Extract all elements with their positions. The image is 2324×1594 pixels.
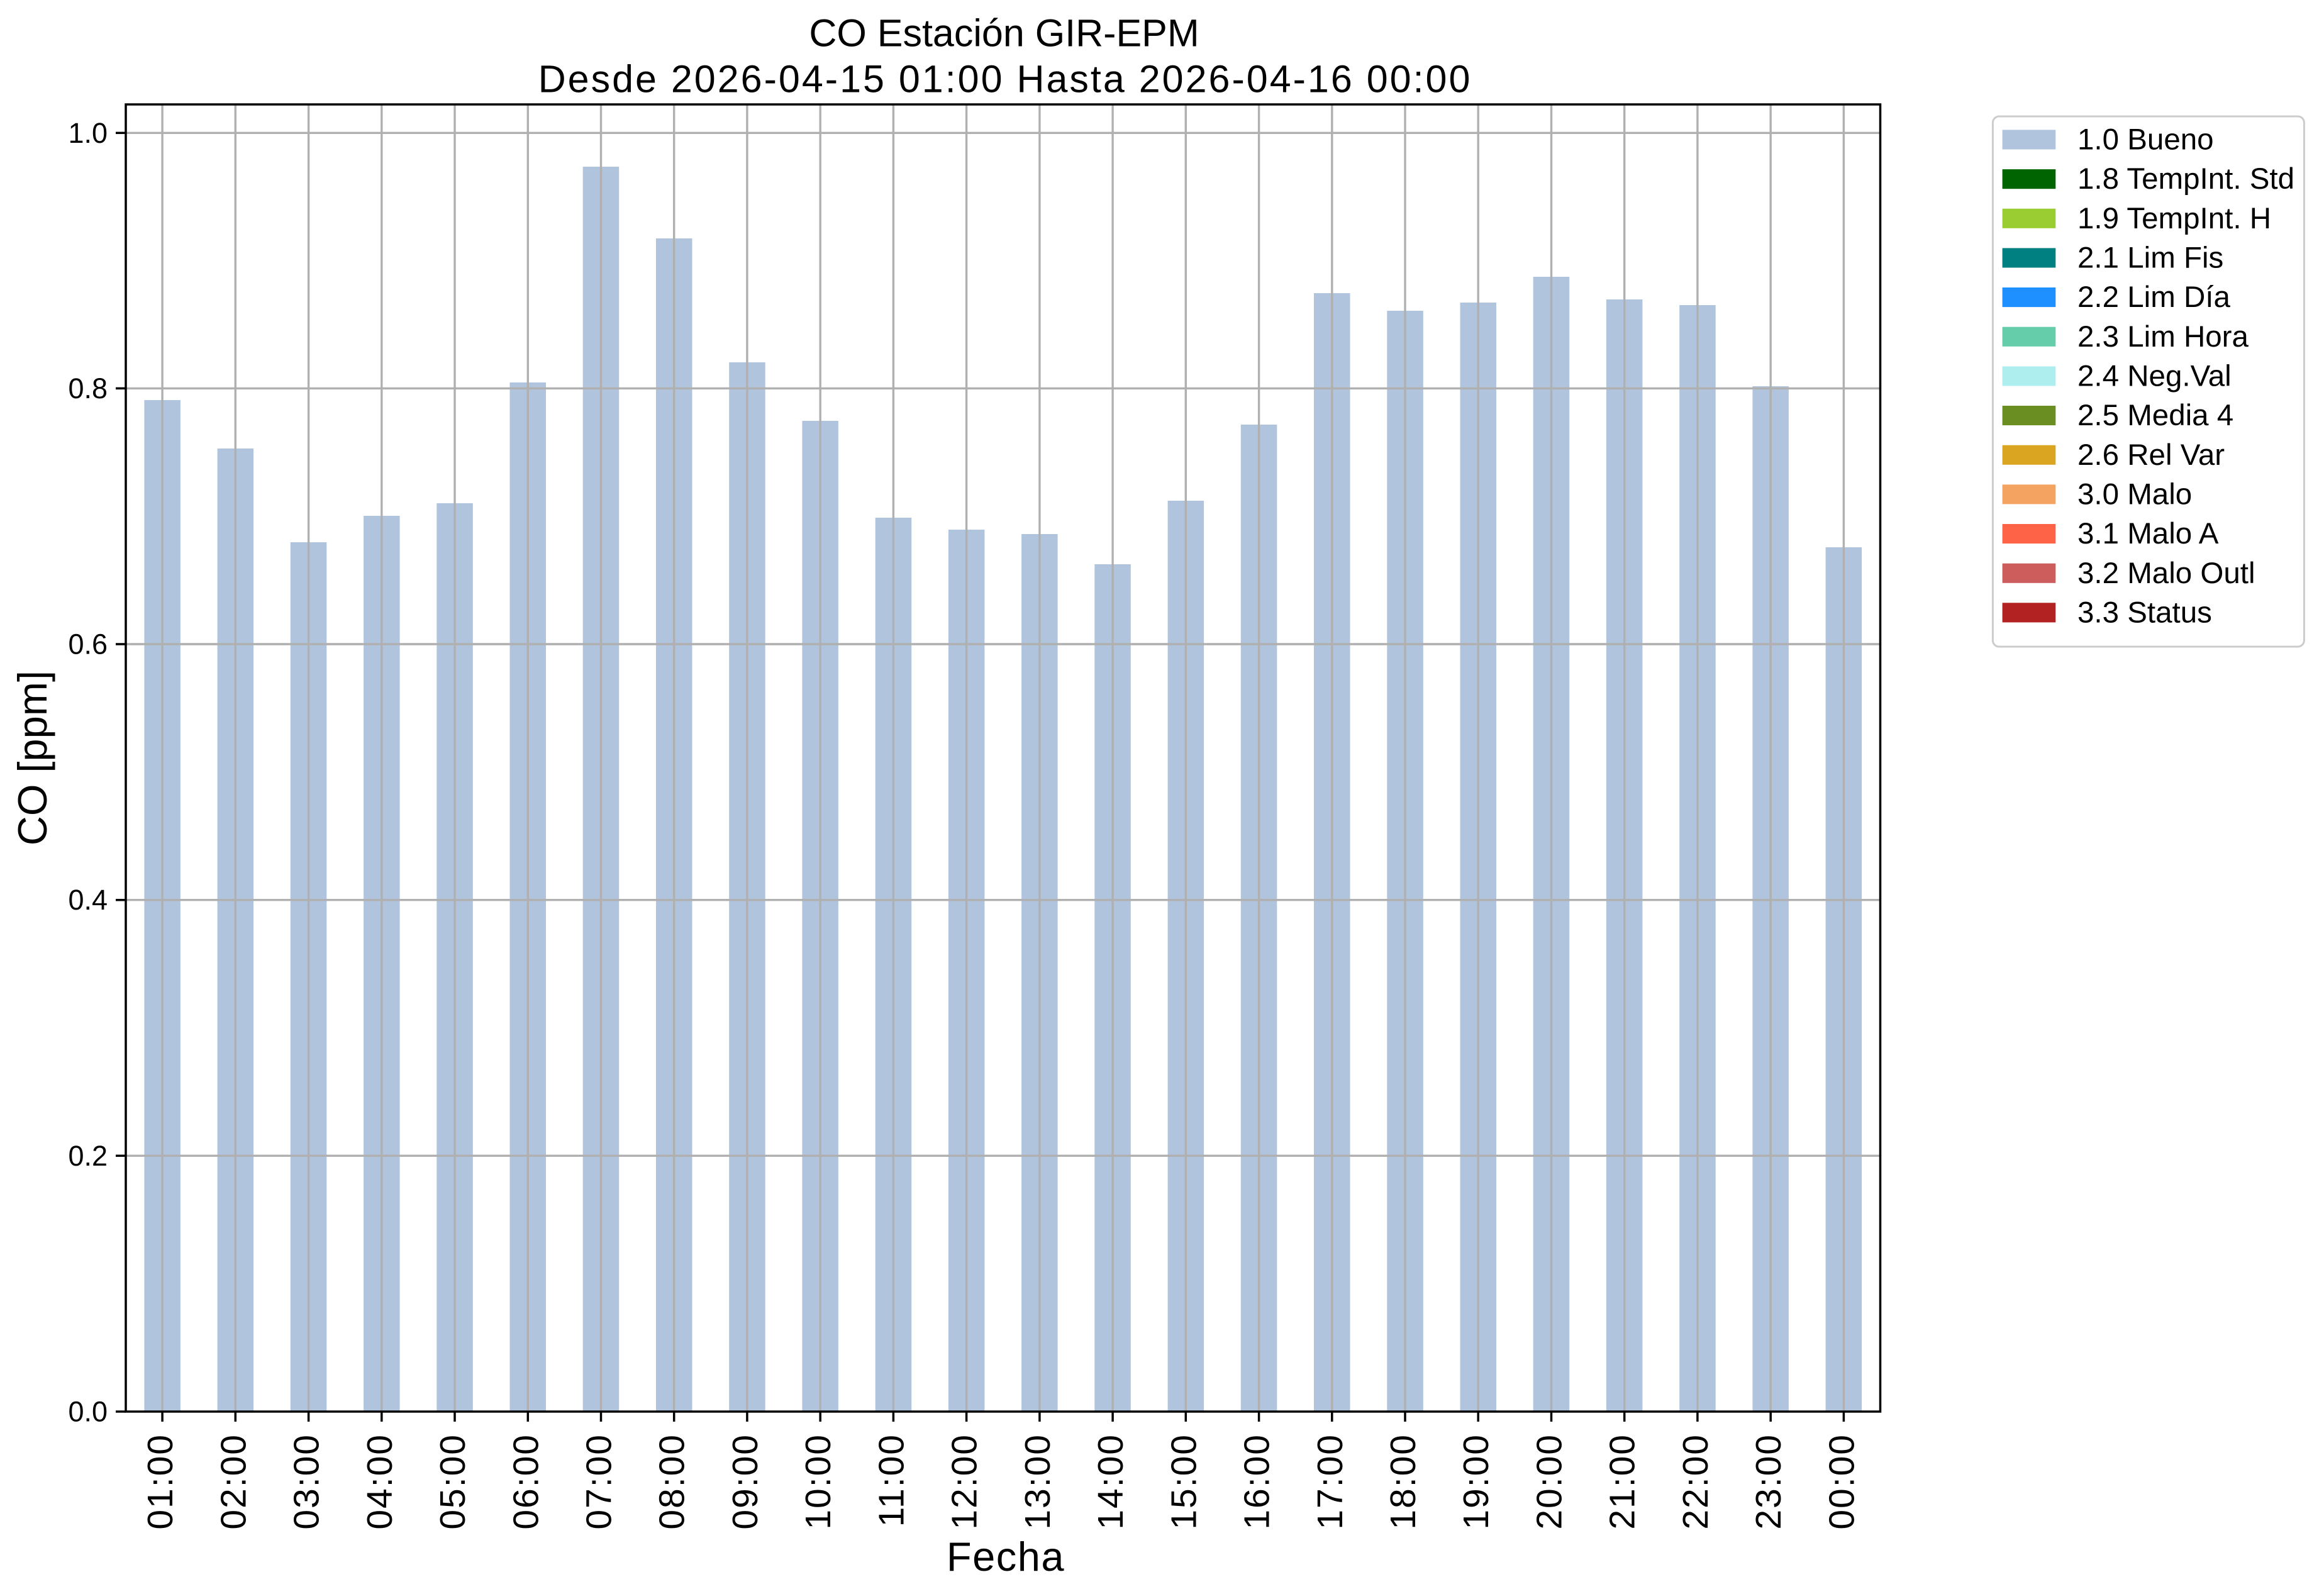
svg-text:02:00: 02:00	[213, 1434, 253, 1530]
svg-text:21:00: 21:00	[1603, 1434, 1643, 1530]
svg-text:18:00: 18:00	[1383, 1434, 1423, 1530]
svg-text:08:00: 08:00	[652, 1434, 692, 1530]
svg-text:1.0: 1.0	[68, 117, 108, 149]
svg-text:11:00: 11:00	[871, 1434, 911, 1527]
svg-text:0.2: 0.2	[68, 1140, 108, 1172]
svg-text:0.0: 0.0	[68, 1396, 108, 1428]
svg-text:1.8 TempInt. Std: 1.8 TempInt. Std	[2077, 162, 2294, 196]
svg-text:2.4 Neg.Val: 2.4 Neg.Val	[2077, 360, 2232, 393]
svg-text:19:00: 19:00	[1456, 1434, 1496, 1530]
svg-text:3.3 Status: 3.3 Status	[2077, 596, 2212, 629]
svg-text:Fecha: Fecha	[947, 1534, 1065, 1580]
svg-text:07:00: 07:00	[579, 1434, 620, 1530]
svg-text:13:00: 13:00	[1018, 1434, 1058, 1530]
svg-text:17:00: 17:00	[1310, 1434, 1350, 1530]
svg-text:3.0 Malo: 3.0 Malo	[2077, 477, 2192, 511]
svg-text:2.1 Lim Fis: 2.1 Lim Fis	[2077, 242, 2223, 275]
svg-text:03:00: 03:00	[287, 1434, 327, 1530]
svg-text:CO Estación GIR-EPM: CO Estación GIR-EPM	[809, 12, 1199, 55]
svg-text:14:00: 14:00	[1091, 1434, 1131, 1530]
svg-text:1.9 TempInt. H: 1.9 TempInt. H	[2077, 202, 2271, 235]
svg-text:12:00: 12:00	[945, 1434, 985, 1530]
svg-text:01:00: 01:00	[140, 1434, 181, 1530]
svg-text:23:00: 23:00	[1749, 1434, 1789, 1530]
svg-text:22:00: 22:00	[1676, 1434, 1716, 1530]
svg-text:05:00: 05:00	[433, 1434, 473, 1530]
svg-text:15:00: 15:00	[1164, 1434, 1204, 1530]
svg-text:20:00: 20:00	[1530, 1434, 1570, 1530]
svg-text:00:00: 00:00	[1821, 1434, 1862, 1530]
svg-text:2.5 Media 4: 2.5 Media 4	[2077, 399, 2233, 432]
svg-text:0.6: 0.6	[68, 628, 108, 660]
svg-text:2.3 Lim Hora: 2.3 Lim Hora	[2077, 320, 2249, 354]
svg-text:04:00: 04:00	[360, 1434, 400, 1530]
svg-text:2.2 Lim Día: 2.2 Lim Día	[2077, 281, 2230, 314]
svg-text:3.2 Malo Outl: 3.2 Malo Outl	[2077, 557, 2255, 590]
svg-text:0.4: 0.4	[68, 884, 108, 916]
svg-text:10:00: 10:00	[798, 1434, 838, 1530]
svg-text:CO [ppm]: CO [ppm]	[9, 671, 55, 845]
svg-text:Desde 2026-04-15 01:00 Hasta 2: Desde 2026-04-15 01:00 Hasta 2026-04-16 …	[538, 57, 1472, 100]
svg-text:16:00: 16:00	[1237, 1434, 1277, 1530]
svg-text:09:00: 09:00	[725, 1434, 765, 1530]
svg-text:1.0 Bueno: 1.0 Bueno	[2077, 123, 2214, 157]
svg-text:0.8: 0.8	[68, 372, 108, 404]
svg-text:2.6 Rel Var: 2.6 Rel Var	[2077, 438, 2225, 472]
svg-text:3.1 Malo A: 3.1 Malo A	[2077, 517, 2219, 550]
svg-text:06:00: 06:00	[506, 1434, 546, 1530]
